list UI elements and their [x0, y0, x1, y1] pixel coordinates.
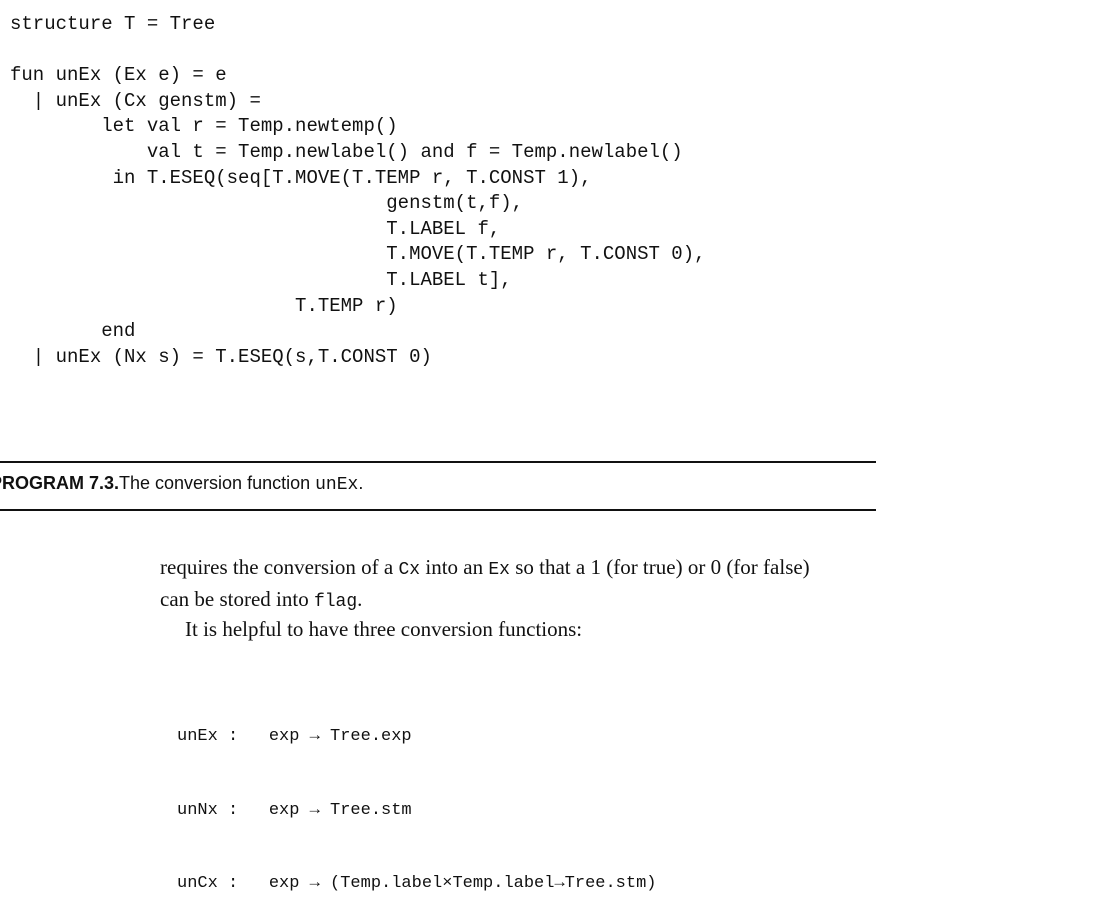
caption-top-rule — [0, 461, 876, 463]
code-line: structure T = Tree — [10, 13, 216, 35]
code-line: T.LABEL t], — [10, 268, 512, 291]
code-line: | unEx (Nx s) = T.ESEQ(s,T.CONST 0) — [10, 345, 432, 368]
intro-sentence: It is helpful to have three conversion f… — [185, 617, 583, 641]
signature-line: unCx : exp → (Temp.label×Temp.label→Tree… — [177, 874, 657, 893]
inline-code: Cx — [398, 560, 421, 580]
code-line: T.MOVE(T.TEMP r, T.CONST 0), — [10, 243, 706, 266]
caption-text-main: The conversion function — [119, 473, 316, 493]
code-line: in T.ESEQ(seq[T.MOVE(T.TEMP r, T.CONST 1… — [10, 166, 592, 189]
caption-bottom-rule — [0, 509, 876, 511]
program-caption: PROGRAM 7.3. The conversion function unE… — [0, 463, 876, 503]
code-line: val t = Temp.newlabel() and f = Temp.new… — [10, 140, 683, 163]
caption-text-end: . — [358, 473, 364, 493]
caption-text: The conversion function unEx. — [119, 463, 363, 503]
code-listing: structure T = Tree fun unEx (Ex e) = e | … — [10, 12, 706, 370]
code-line: T.TEMP r) — [10, 294, 398, 317]
text-run: so that a 1 (for true) or 0 (for false) — [509, 555, 810, 579]
code-line: | unEx (Cx genstm) = — [10, 89, 261, 112]
code-line: end — [10, 320, 136, 343]
text-run: . — [357, 587, 363, 611]
code-line: genstm(t,f), — [10, 192, 524, 215]
caption-code: unEx — [315, 475, 359, 495]
conversion-signatures: unEx : exp → Tree.exp unNx : exp → Tree.… — [177, 676, 656, 921]
text-run: into an — [420, 555, 489, 579]
text-run: requires the conversion of a — [160, 555, 399, 579]
code-line: T.LABEL f, — [10, 217, 501, 240]
inline-code: Ex — [488, 560, 510, 580]
signature-line: unNx : exp → Tree.stm — [177, 800, 412, 820]
text-run: can be stored into — [160, 587, 314, 611]
paragraph-line-2: can be stored into flag. — [160, 583, 1117, 618]
paragraph-line-1: requires the conversion of a Cx into an … — [160, 551, 1117, 586]
code-line — [10, 38, 706, 64]
code-line: let val r = Temp.newtemp() — [10, 115, 398, 138]
inline-code: flag — [313, 592, 358, 612]
signature-line: unEx : exp → Tree.exp — [177, 727, 412, 746]
caption-label: PROGRAM 7.3. — [0, 473, 120, 493]
code-line: fun unEx (Ex e) = e — [10, 64, 227, 87]
